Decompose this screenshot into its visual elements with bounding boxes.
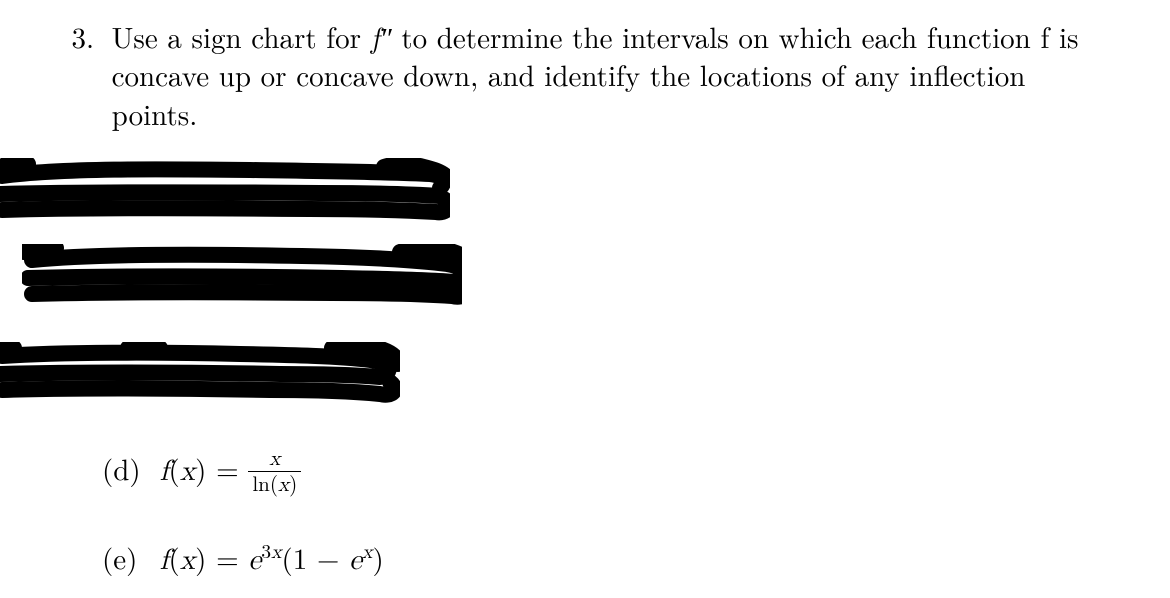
subpart-d-expr: f(x) = x ln(x) (160, 448, 302, 489)
e-f: f (160, 546, 169, 575)
page-root: 3. Use a sign chart for f″ to determine … (0, 0, 1170, 598)
d-fraction: x ln(x) (248, 446, 301, 497)
redaction-scribble-2 (22, 244, 462, 312)
d-x: x (180, 457, 195, 486)
problem-number: 3. (50, 18, 94, 56)
problem-3: 3. Use a sign chart for f″ to determine … (50, 18, 1120, 133)
f-double-prime: f″ (371, 16, 392, 57)
e-e1: e (248, 546, 261, 575)
stem-pre: Use a sign chart for (112, 16, 371, 57)
redaction-scribble-1 (0, 158, 450, 222)
subpart-e-expr: f(x) = e3x(1 − ex) (160, 537, 384, 578)
e-exp2: x (362, 536, 372, 564)
d-ln: ln (252, 468, 270, 498)
subparts: (d) f(x) = x ln(x) (e) f(x) = e3x(1 − ex… (102, 448, 384, 598)
e-exp1-3: 3 (261, 536, 271, 564)
e-exp2-x: x (362, 542, 372, 562)
subpart-d: (d) f(x) = x ln(x) (102, 448, 384, 499)
e-exp1: 3x (261, 536, 281, 564)
redaction-scribble-3 (0, 342, 400, 406)
e-e2: e (349, 546, 362, 575)
e-exp1-x: x (271, 542, 281, 562)
e-paren-r: ) (372, 537, 383, 578)
subpart-e: (e) f(x) = e3x(1 − ex) (102, 537, 384, 578)
d-denominator: ln(x) (248, 472, 301, 497)
e-paren-l: (1 − (281, 537, 349, 578)
d-num-x: x (269, 449, 280, 470)
d-f: f (160, 457, 169, 486)
subpart-e-label: (e) (102, 537, 150, 578)
problem-stem: Use a sign chart for f″ to determine the… (104, 18, 1102, 133)
subpart-d-label: (d) (102, 448, 150, 489)
e-x: x (180, 546, 195, 575)
d-den-x: x (278, 475, 289, 496)
